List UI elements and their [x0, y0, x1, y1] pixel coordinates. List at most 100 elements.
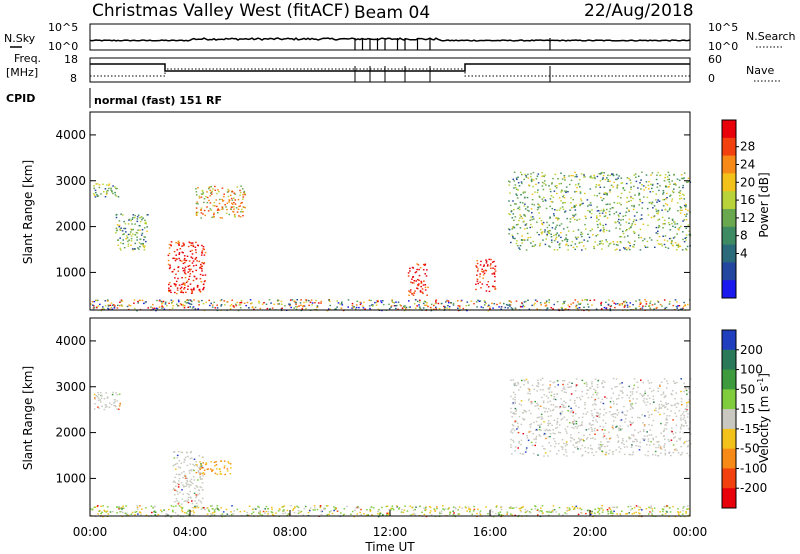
power-scatter-point — [567, 244, 570, 247]
power-scatter-point — [679, 195, 681, 197]
velocity-scatter-point — [511, 507, 513, 509]
velocity-scatter-point — [307, 511, 310, 514]
velocity-scatter-point — [101, 511, 103, 513]
velocity-scatter-point — [629, 408, 632, 410]
velocity-scatter-point — [320, 510, 322, 513]
velocity-scatter-point — [508, 507, 511, 509]
power-scatter-point — [110, 302, 113, 304]
power-scatter-point — [550, 239, 553, 241]
power-scatter-point — [541, 233, 543, 235]
power-scatter-point — [517, 176, 519, 178]
velocity-scatter-point — [596, 415, 599, 417]
velocity-scatter-point — [414, 514, 416, 516]
velocity-scatter-point — [170, 516, 173, 518]
velocity-scatter-point — [670, 454, 672, 457]
power-scatter-point — [132, 249, 134, 251]
power-scatter-point — [161, 305, 163, 307]
power-scatter-point — [679, 192, 682, 194]
power-scatter-point — [627, 209, 630, 211]
velocity-scatter-point — [153, 511, 155, 513]
velocity-scatter-point — [198, 467, 201, 470]
power-scatter-point — [629, 179, 632, 181]
power-scatter-point — [351, 307, 353, 309]
power-scatter-point — [168, 267, 171, 270]
velocity-scatter-point — [135, 510, 138, 513]
power-scatter-point — [575, 174, 578, 176]
velocity-scatter-point — [360, 513, 362, 516]
power-scatter-point — [674, 242, 677, 244]
power-scatter-point — [258, 300, 260, 303]
power-scatter-point — [231, 203, 234, 205]
power-scatter-point — [577, 236, 579, 238]
power-scatter-point — [126, 235, 128, 237]
power-scatter-point — [529, 219, 531, 221]
velocity-scatter-point — [596, 394, 598, 396]
power-scatter-point — [578, 303, 580, 305]
power-scatter-point — [232, 305, 235, 307]
velocity-scatter-point — [570, 436, 572, 439]
power-scatter-point — [524, 203, 526, 205]
power-scatter-point — [632, 230, 635, 233]
power-scatter-point — [576, 219, 578, 221]
power-scatter-point — [574, 191, 576, 193]
velocity-scatter-point — [644, 392, 646, 395]
power-scatter-point — [234, 199, 237, 201]
velocity-scatter-point — [387, 512, 390, 514]
power-scatter-point — [679, 198, 681, 200]
power-scatter-point — [542, 175, 544, 177]
power-scatter-point — [209, 202, 212, 204]
power-scatter-point — [614, 303, 617, 305]
velocity-colorbar-tick-label: 50 — [740, 382, 755, 396]
velocity-scatter-point — [684, 421, 687, 423]
power-scatter-point — [617, 220, 619, 223]
power-scatter-point — [213, 301, 215, 304]
velocity-scatter-point — [574, 426, 577, 428]
power-scatter-point — [685, 219, 688, 221]
velocity-scatter-point — [367, 514, 369, 516]
velocity-scatter-point — [565, 402, 567, 404]
power-scatter-point — [549, 188, 552, 190]
velocity-scatter-point — [542, 389, 544, 391]
velocity-scatter-point — [668, 440, 670, 443]
power-scatter-point — [620, 203, 622, 206]
power-scatter-point — [479, 273, 481, 275]
power-scatter-point — [637, 187, 639, 189]
power-scatter-point — [660, 243, 663, 245]
velocity-scatter-point — [187, 510, 189, 512]
power-scatter-point — [144, 301, 147, 304]
velocity-scatter-point — [188, 486, 190, 488]
velocity-scatter-point — [212, 469, 214, 471]
power-scatter-point — [413, 282, 415, 284]
velocity-scatter-point — [664, 395, 666, 398]
power-scatter-point — [293, 300, 296, 302]
power-scatter-point — [570, 174, 573, 177]
power-scatter-point — [523, 228, 526, 230]
velocity-scatter-point — [581, 444, 584, 447]
power-scatter-point — [151, 307, 154, 309]
power-scatter-point — [523, 205, 526, 207]
velocity-scatter-point — [543, 421, 545, 423]
power-scatter-point — [571, 207, 573, 209]
velocity-scatter-point — [181, 489, 183, 491]
power-scatter-point — [565, 191, 567, 194]
velocity-scatter-point — [624, 421, 626, 423]
power-scatter-point — [588, 309, 590, 312]
power-scatter-point — [513, 227, 516, 229]
velocity-scatter-point — [312, 509, 315, 511]
power-scatter-point — [479, 300, 482, 302]
velocity-scatter-point — [101, 405, 103, 407]
power-scatter-point — [374, 301, 376, 304]
power-scatter-point — [633, 174, 636, 176]
power-scatter-point — [588, 204, 591, 206]
power-scatter-point — [602, 227, 605, 229]
velocity-scatter-point — [676, 381, 678, 384]
velocity-scatter-point — [524, 508, 527, 511]
velocity-scatter-point — [619, 448, 622, 450]
power-scatter-point — [240, 202, 242, 204]
power-scatter-point — [182, 262, 185, 265]
power-scatter-point — [483, 270, 485, 272]
velocity-scatter-point — [663, 445, 665, 447]
velocity-scatter-point — [540, 429, 542, 431]
power-scatter-point — [639, 218, 642, 220]
velocity-scatter-point — [178, 483, 180, 486]
